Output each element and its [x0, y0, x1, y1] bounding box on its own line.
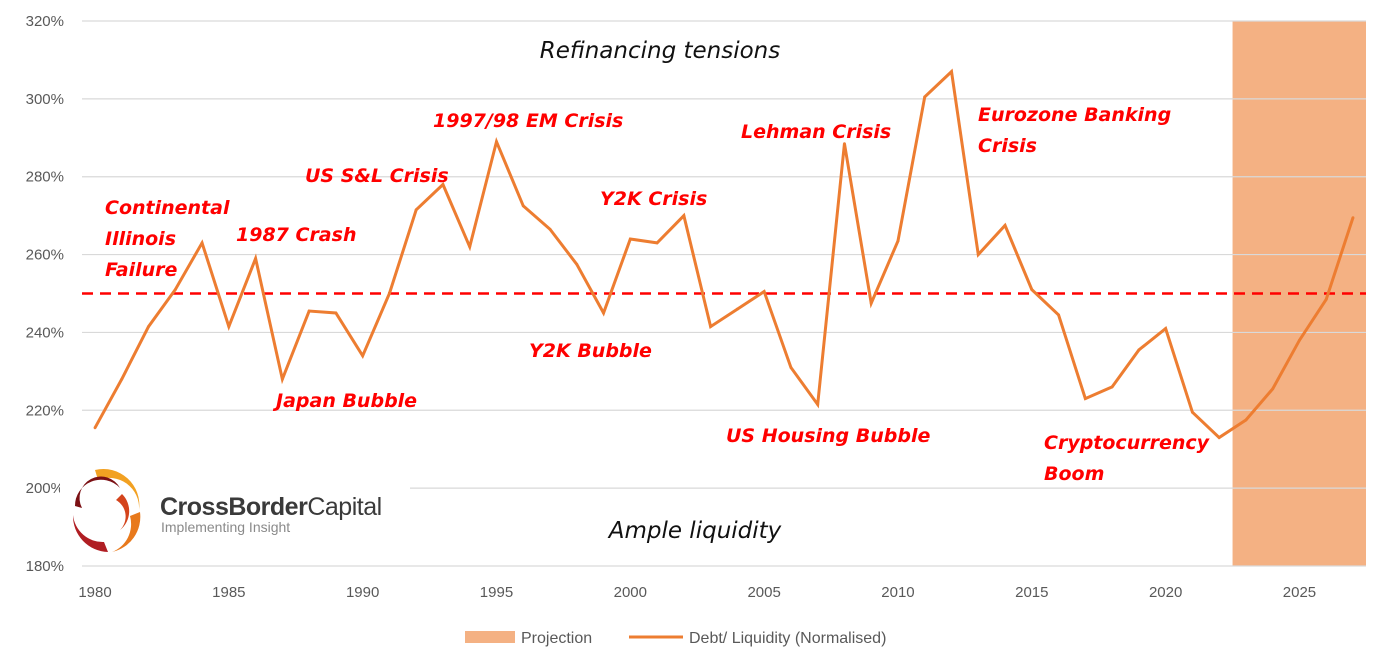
y-tick-label: 200% [26, 480, 64, 497]
y-tick-label: 220% [26, 402, 64, 419]
zone-label-top: Refinancing tensions [540, 38, 781, 64]
data-point [93, 426, 97, 430]
x-tick-label: 1980 [78, 584, 111, 601]
y-tick-label: 280% [26, 169, 64, 186]
y-tick-label: 320% [26, 13, 64, 30]
annotation-label: Continental Illinois Failure [105, 197, 230, 281]
annotation-label: Lehman Crisis [741, 121, 891, 143]
data-point [441, 183, 445, 186]
data-point [388, 292, 391, 295]
data-point [307, 309, 311, 313]
data-point [280, 377, 284, 381]
data-point [1110, 385, 1114, 389]
annotation-label: 1987 Crash [236, 224, 356, 246]
legend: Projection Debt/ Liquidity (Normalised) [465, 630, 886, 647]
logo-mark-icon [72, 469, 141, 552]
data-point [147, 325, 150, 328]
data-point [120, 377, 124, 381]
annotation-label: Y2K Bubble [529, 340, 652, 362]
series-line-debt-liquidity [93, 68, 1355, 440]
data-point [1083, 397, 1087, 401]
data-point [709, 325, 713, 328]
data-point [495, 140, 498, 144]
x-tick-label: 2015 [1015, 584, 1048, 601]
y-tick-label: 240% [26, 324, 64, 341]
legend-label-series: Debt/ Liquidity (Normalised) [689, 630, 886, 647]
data-point [254, 257, 257, 260]
legend-label-projection: Projection [521, 630, 592, 647]
data-point [762, 290, 766, 293]
data-point [1324, 297, 1328, 301]
x-tick-label: 1995 [480, 584, 513, 601]
annotation-label: 1997/98 EM Crisis [433, 110, 623, 132]
data-point [575, 262, 579, 266]
data-point [414, 208, 418, 212]
data-point [1217, 436, 1221, 439]
crossborder-logo: CrossBorderCapital Implementing Insight [60, 462, 410, 557]
data-point [1030, 288, 1034, 292]
logo-tagline: Implementing Insight [161, 519, 290, 535]
data-point [655, 241, 659, 245]
x-tick-label: 2000 [614, 584, 647, 601]
data-point [1244, 418, 1248, 422]
data-point [521, 204, 525, 208]
data-point [816, 403, 820, 406]
zone-label-bottom: Ample liquidity [607, 518, 782, 544]
data-point [334, 311, 338, 315]
data-point [1057, 313, 1060, 317]
y-tick-label: 260% [26, 247, 64, 264]
series-points [93, 70, 1355, 439]
data-point [468, 245, 472, 249]
data-point [1003, 223, 1007, 227]
y-axis-tick-labels: 180% 200% 220% 240% 260% 280% 300% 320% [26, 13, 64, 575]
data-point [1271, 387, 1275, 391]
x-tick-label: 1990 [346, 584, 379, 601]
annotation-label: US S&L Crisis [305, 165, 449, 187]
legend-swatch-projection [465, 631, 515, 643]
x-tick-label: 2020 [1149, 584, 1182, 601]
annotation-label: Y2K Crisis [600, 188, 707, 210]
data-point [1191, 410, 1194, 414]
annotation-label: US Housing Bubble [726, 425, 930, 447]
data-point [1137, 348, 1141, 352]
event-annotations: Continental Illinois Failure 1987 Crash US S… [105, 104, 1211, 485]
data-point [548, 227, 552, 231]
x-tick-label: 1985 [212, 584, 245, 601]
data-point [950, 70, 953, 74]
data-point [227, 325, 231, 328]
data-point [896, 239, 900, 243]
data-point [1164, 327, 1168, 330]
x-axis-tick-labels: 1980 1985 1990 1995 2000 2005 2010 2015 2020 2025 [78, 584, 1316, 601]
data-point [200, 241, 204, 245]
data-point [682, 214, 686, 218]
annotation-label: Japan Bubble [272, 390, 417, 412]
data-point [1298, 338, 1301, 342]
data-point [923, 95, 927, 99]
x-tick-label: 2005 [747, 584, 780, 601]
x-tick-label: 2025 [1283, 584, 1316, 601]
x-tick-label: 2010 [881, 584, 914, 601]
annotation-label: Eurozone Banking Crisis [978, 104, 1171, 157]
data-point [976, 253, 980, 256]
logo-wordmark: CrossBorderCapital [160, 493, 382, 521]
data-point [628, 237, 632, 241]
data-point [602, 311, 605, 315]
data-point [789, 366, 793, 369]
data-point [1351, 216, 1355, 219]
y-tick-label: 300% [26, 91, 64, 108]
data-point [869, 301, 873, 305]
y-tick-label: 180% [26, 558, 64, 575]
data-point [361, 354, 365, 358]
data-point [735, 307, 739, 311]
data-point [173, 288, 177, 292]
data-point [843, 142, 846, 146]
annotation-label: Cryptocurrency Boom [1044, 432, 1211, 485]
